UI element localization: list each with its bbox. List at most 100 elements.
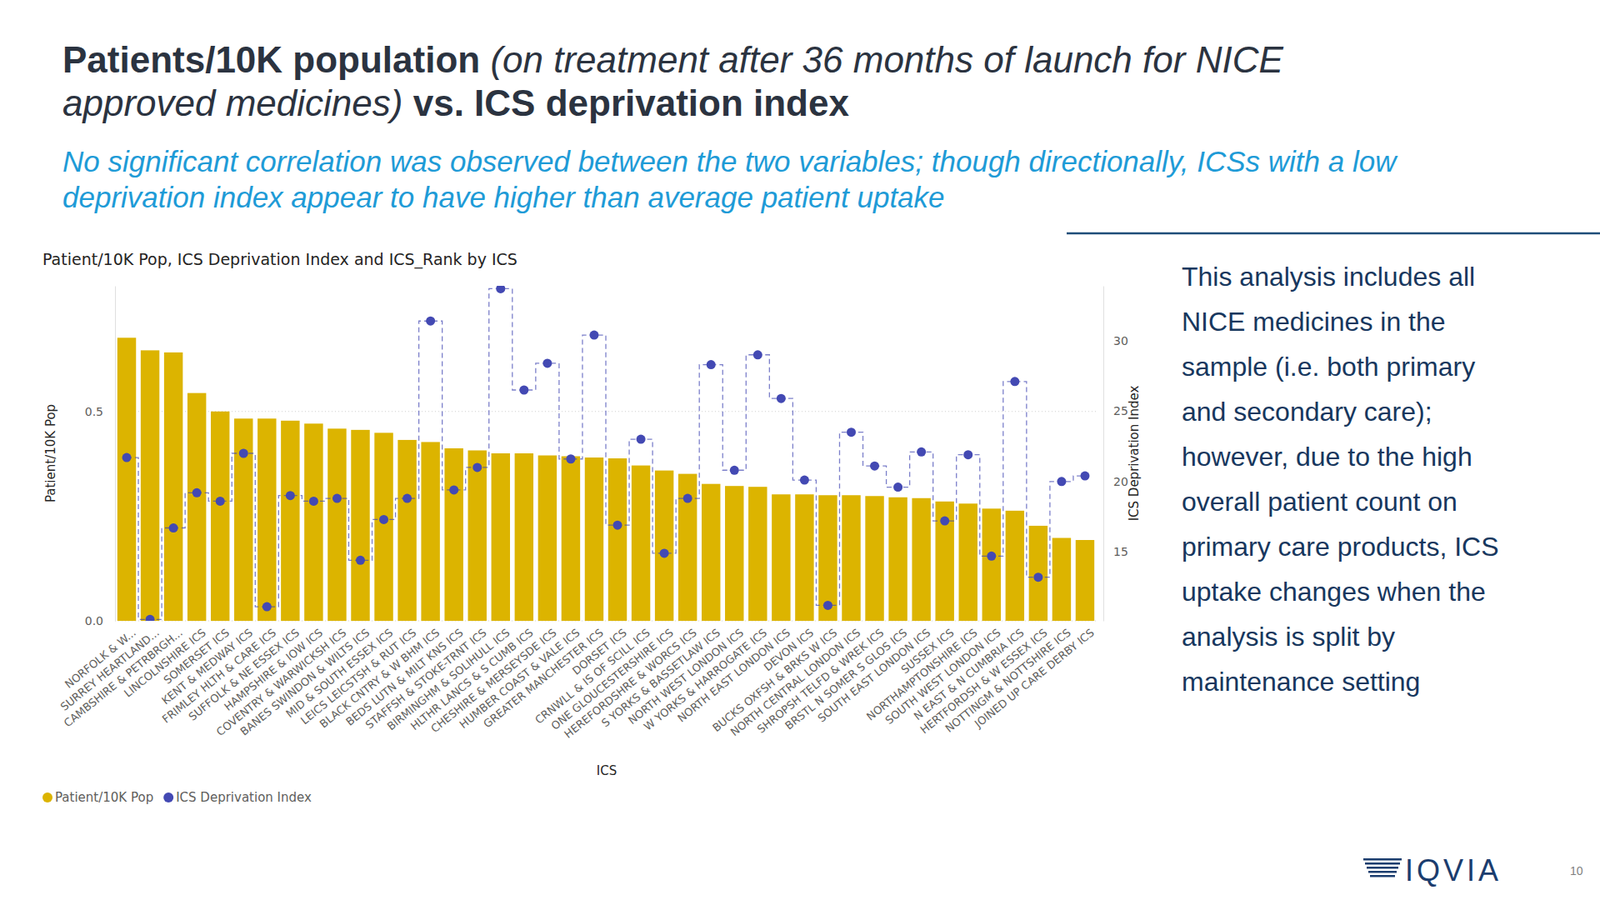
y-axis: 0.00.5	[85, 286, 116, 628]
marker	[916, 447, 926, 457]
bar	[187, 393, 206, 621]
bar	[655, 470, 674, 621]
note-line: maintenance setting	[1181, 666, 1420, 697]
marker	[425, 316, 435, 326]
legend-label: ICS Deprivation Index	[175, 790, 312, 805]
rule-line	[1066, 232, 1600, 235]
marker	[519, 385, 529, 395]
marker	[753, 350, 763, 360]
bar	[280, 420, 300, 621]
marker	[706, 360, 716, 370]
bar	[608, 458, 627, 621]
bar	[1005, 510, 1025, 621]
logo: IQVIA	[1363, 853, 1502, 888]
marker	[986, 551, 996, 561]
bar	[701, 484, 720, 621]
bar	[795, 494, 814, 621]
tick-label: 30	[1113, 334, 1129, 348]
note-line: NICE medicines in the	[1181, 306, 1446, 337]
note-line: This analysis includes all	[1181, 261, 1475, 292]
bar	[1029, 525, 1048, 621]
tick: 15	[1103, 545, 1129, 559]
marker	[169, 523, 179, 533]
tick: 20	[1103, 475, 1129, 489]
marker	[1033, 572, 1043, 582]
bar	[397, 440, 416, 621]
bar	[491, 453, 510, 621]
marker	[613, 520, 623, 530]
note-line: uptake changes when the	[1181, 576, 1486, 607]
bar	[982, 508, 1001, 621]
bar	[140, 350, 160, 621]
legend-swatch	[163, 792, 174, 803]
chart-title: Patient/10K Pop, ICS Deprivation Index a…	[42, 250, 518, 270]
bar	[678, 474, 697, 621]
bar	[911, 498, 930, 621]
marker	[683, 494, 693, 504]
tick-label: JOINED UP CARE DERBY ICS	[971, 625, 1097, 730]
marker	[660, 548, 670, 558]
bar	[468, 450, 487, 621]
marker	[542, 358, 552, 368]
logo-stripe	[1366, 866, 1399, 870]
marker	[495, 285, 505, 294]
note-line: and secondary care);	[1181, 396, 1433, 427]
series-line	[126, 288, 1085, 620]
bar	[1075, 540, 1095, 621]
marker	[1010, 376, 1020, 386]
bar	[959, 503, 978, 621]
marker	[963, 450, 973, 460]
tick: 0.5	[85, 405, 115, 419]
marker	[940, 516, 950, 526]
bar	[164, 352, 183, 621]
slide-canvas: This analysis includes all NICE medicines…	[0, 0, 1600, 900]
marker	[285, 490, 295, 500]
legend: Patient/10K PopICS Deprivation Index	[42, 790, 312, 805]
series-1	[122, 285, 1090, 621]
bar	[304, 423, 323, 621]
bar	[515, 453, 534, 621]
bar	[841, 495, 860, 621]
marker	[893, 482, 903, 492]
bar	[257, 418, 276, 621]
x-axis: NORFOLK & W...SURREY HEARTLAND...CAMBSHI…	[58, 621, 1098, 741]
logo-stripe	[1370, 875, 1395, 878]
tick-label: 15	[1113, 545, 1129, 559]
marker	[636, 435, 646, 445]
axis-line	[1103, 286, 1105, 622]
bar	[818, 495, 837, 621]
bar	[327, 428, 346, 621]
marker	[565, 454, 575, 464]
marker	[402, 494, 412, 504]
bar	[538, 455, 557, 621]
slide-title: Patients/10K population (on treatment af…	[62, 38, 1446, 125]
bar	[374, 432, 393, 621]
note-line: primary care products, ICS	[1181, 531, 1500, 562]
tick: JOINED UP CARE DERBY ICS	[971, 625, 1097, 730]
marker	[472, 462, 482, 472]
y2-axis-title: ICS Deprivation Index	[1126, 385, 1142, 522]
tick: 25	[1103, 404, 1129, 418]
page-number: 10	[1570, 864, 1584, 878]
note-line: sample (i.e. both primary	[1181, 351, 1475, 382]
marker	[1080, 471, 1090, 481]
bar	[234, 418, 253, 621]
tick: 30	[1103, 334, 1129, 348]
bar	[1052, 538, 1071, 621]
axis-line	[115, 620, 1098, 622]
bar	[935, 501, 954, 621]
legend-swatch	[42, 792, 53, 803]
marker	[262, 602, 272, 612]
tick-label: 0.5	[85, 405, 104, 419]
axis-line	[115, 286, 116, 622]
marker	[239, 449, 249, 459]
bar	[585, 457, 604, 621]
note-line: overall patient count on	[1181, 486, 1458, 517]
marker	[192, 488, 202, 498]
marker	[776, 394, 786, 404]
title-part: Patients/10K population	[62, 39, 480, 80]
marker	[309, 496, 319, 506]
marker	[449, 485, 459, 495]
y2-axis: 15 20 25 30	[1103, 286, 1129, 622]
bar	[350, 430, 370, 621]
